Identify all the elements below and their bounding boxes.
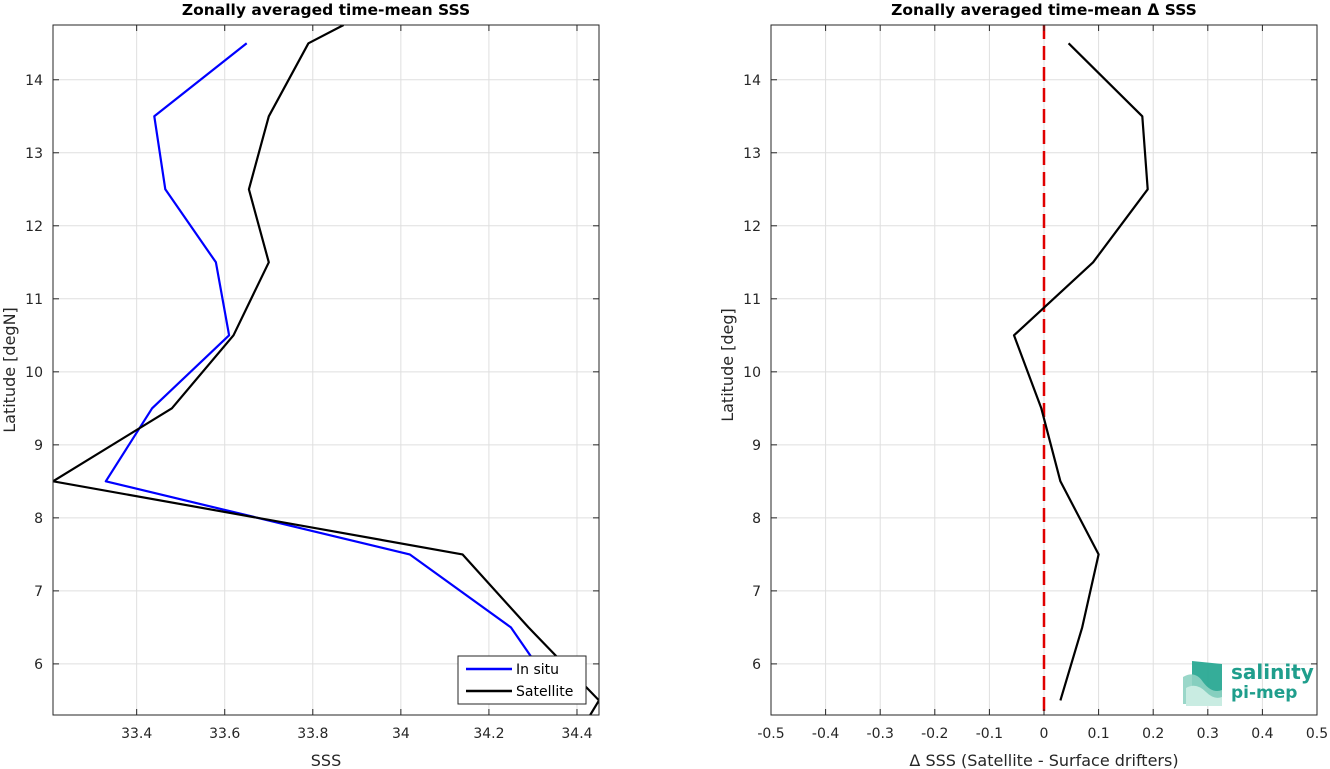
- panel-right-delta-sss: -0.5 -0.4 -0.3 -0.2 -0.1 0 0.1 0.2 0.3 0.4 0.5 6 7 8 9…: [718, 1, 1328, 769]
- left-chart-title: Zonally averaged time-mean SSS: [182, 1, 470, 19]
- panel-left-sss: 33.4 33.6 33.8 34 34.2 34.4 6 7 8 9 10 11 12 13 14 Zon…: [0, 1, 600, 769]
- right-y-tick-label: 14: [743, 73, 761, 89]
- left-x-tick-label: 34.4: [561, 726, 592, 742]
- right-y-tick-label: 7: [752, 584, 761, 600]
- left-ticks: 33.4 33.6 33.8 34 34.2 34.4 6 7 8 9 10 11 12 13 14: [25, 25, 599, 742]
- left-y-tick-label: 13: [25, 146, 43, 162]
- left-y-tick-label: 8: [34, 511, 43, 527]
- right-x-tick-label: -0.1: [976, 726, 1003, 742]
- right-ticks: -0.5 -0.4 -0.3 -0.2 -0.1 0 0.1 0.2 0.3 0.4 0.5 6 7 8 9…: [743, 25, 1328, 742]
- left-series-line-in-situ: [104, 42, 548, 680]
- right-x-tick-label: 0.4: [1251, 726, 1273, 742]
- left-y-tick-label: 9: [34, 438, 43, 454]
- logo-text-salinity: salinity: [1231, 660, 1314, 684]
- legend-box: [457, 655, 587, 705]
- right-chart-title: Zonally averaged time-mean Δ SSS: [891, 1, 1197, 19]
- right-y-tick-label: 8: [752, 511, 761, 527]
- salinity-pi-mep-logo: salinity pi-mep: [1183, 660, 1314, 706]
- right-x-tick-label: 0.1: [1087, 726, 1109, 742]
- logo-wave-icon-3: [1186, 685, 1222, 706]
- right-y-tick-label: 11: [743, 292, 761, 308]
- right-y-tick-label: 9: [752, 438, 761, 454]
- legend: In situ Satellite: [457, 655, 587, 705]
- left-series: [53, 25, 599, 715]
- left-x-tick-label: 33.8: [297, 726, 328, 742]
- right-y-axis-label: Latitude [deg]: [718, 308, 737, 422]
- left-x-tick-label: 34: [392, 726, 410, 742]
- right-x-tick-label: 0.2: [1142, 726, 1164, 742]
- legend-label-satellite: Satellite: [516, 684, 573, 700]
- logo-text-pi-mep: pi-mep: [1231, 683, 1297, 703]
- right-y-tick-label: 12: [743, 219, 761, 235]
- left-series-line-satellite: [53, 25, 599, 715]
- right-x-tick-label: -0.3: [867, 726, 894, 742]
- right-x-tick-label: -0.4: [812, 726, 839, 742]
- left-axes-box: [52, 24, 600, 716]
- right-x-tick-label: 0.3: [1197, 726, 1219, 742]
- left-y-axis-label: Latitude [degN]: [0, 307, 19, 433]
- right-x-tick-label: 0: [1040, 726, 1049, 742]
- left-y-tick-label: 7: [34, 584, 43, 600]
- left-y-tick-label: 14: [25, 73, 43, 89]
- left-y-tick-label: 11: [25, 292, 43, 308]
- right-series: [1012, 25, 1149, 715]
- left-x-tick-label: 33.4: [121, 726, 152, 742]
- right-x-tick-label: 0.5: [1306, 726, 1328, 742]
- left-y-tick-label: 6: [34, 657, 43, 673]
- right-x-tick-label: -0.5: [757, 726, 784, 742]
- left-x-axis-label: SSS: [311, 751, 341, 769]
- left-x-tick-label: 33.6: [209, 726, 240, 742]
- right-y-tick-label: 10: [743, 365, 761, 381]
- left-y-tick-label: 12: [25, 219, 43, 235]
- right-series-line-0: [1012, 42, 1149, 701]
- right-x-axis-label: Δ SSS (Satellite - Surface drifters): [909, 751, 1178, 769]
- left-plot-area: [53, 25, 599, 715]
- left-y-tick-label: 10: [25, 365, 43, 381]
- legend-label-in-situ: In situ: [516, 662, 559, 678]
- right-y-tick-label: 6: [752, 657, 761, 673]
- right-x-tick-label: -0.2: [921, 726, 948, 742]
- left-grid: [53, 25, 599, 715]
- left-x-tick-label: 34.2: [473, 726, 504, 742]
- right-y-tick-label: 13: [743, 146, 761, 162]
